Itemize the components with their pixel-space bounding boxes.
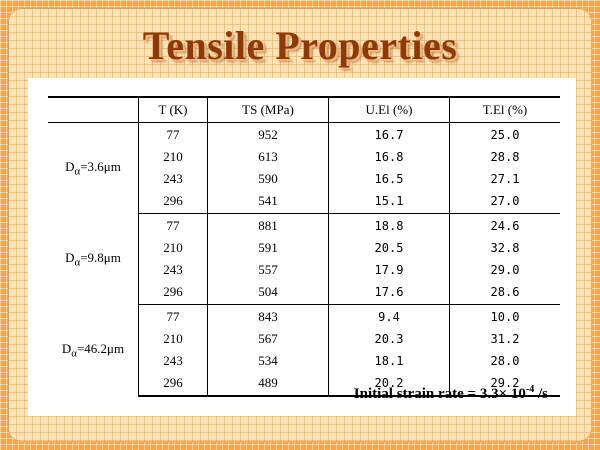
note-text: Initial strain rate = 3.3× 10 [354, 386, 526, 402]
label-prefix: D [65, 250, 74, 265]
table-row: Dα=3.6μm 77 952 16.7 25.0 [48, 123, 560, 147]
cell-temperature: 210 [139, 328, 208, 350]
header-uniform-elongation: U.El (%) [329, 97, 450, 123]
cell-temperature: 243 [139, 259, 208, 281]
cell-total-elongation: 24.6 [450, 214, 561, 238]
cell-temperature: 77 [139, 305, 208, 329]
header-total-elongation: T.El (%) [450, 97, 561, 123]
cell-uniform-elongation: 17.6 [329, 281, 450, 305]
cell-total-elongation: 28.0 [450, 350, 561, 372]
cell-uniform-elongation: 17.9 [329, 259, 450, 281]
cell-tensile-strength: 952 [208, 123, 329, 147]
cell-uniform-elongation: 20.3 [329, 328, 450, 350]
cell-temperature: 210 [139, 146, 208, 168]
cell-tensile-strength: 881 [208, 214, 329, 238]
note-unit: /s [534, 386, 548, 402]
cell-uniform-elongation: 16.5 [329, 168, 450, 190]
grain-size-label: Dα=3.6μm [48, 123, 139, 214]
cell-uniform-elongation: 16.7 [329, 123, 450, 147]
cell-uniform-elongation: 18.1 [329, 350, 450, 372]
table-row: Dα=9.8μm 77 881 18.8 24.6 [48, 214, 560, 238]
cell-total-elongation: 28.6 [450, 281, 561, 305]
cell-tensile-strength: 567 [208, 328, 329, 350]
cell-uniform-elongation: 16.8 [329, 146, 450, 168]
cell-temperature: 243 [139, 350, 208, 372]
grain-size-label: Dα=46.2μm [48, 305, 139, 397]
cell-uniform-elongation: 18.8 [329, 214, 450, 238]
cell-total-elongation: 29.0 [450, 259, 561, 281]
table-header-row: T (K) TS (MPa) U.El (%) T.El (%) [48, 97, 560, 123]
cell-tensile-strength: 613 [208, 146, 329, 168]
cell-uniform-elongation: 9.4 [329, 305, 450, 329]
label-prefix: D [65, 159, 74, 174]
table-row: Dα=46.2μm 77 843 9.4 10.0 [48, 305, 560, 329]
cell-tensile-strength: 489 [208, 372, 329, 396]
cell-total-elongation: 32.8 [450, 237, 561, 259]
cell-tensile-strength: 591 [208, 237, 329, 259]
cell-tensile-strength: 541 [208, 190, 329, 214]
label-value: =46.2μm [77, 341, 124, 356]
cell-temperature: 77 [139, 123, 208, 147]
cell-tensile-strength: 534 [208, 350, 329, 372]
cell-tensile-strength: 504 [208, 281, 329, 305]
label-value: =9.8μm [80, 250, 121, 265]
cell-total-elongation: 10.0 [450, 305, 561, 329]
cell-uniform-elongation: 20.5 [329, 237, 450, 259]
cell-total-elongation: 28.8 [450, 146, 561, 168]
cell-total-elongation: 27.0 [450, 190, 561, 214]
cell-temperature: 296 [139, 190, 208, 214]
cell-total-elongation: 25.0 [450, 123, 561, 147]
cell-temperature: 296 [139, 372, 208, 396]
cell-total-elongation: 27.1 [450, 168, 561, 190]
header-tensile-strength: TS (MPa) [208, 97, 329, 123]
tensile-properties-table: T (K) TS (MPa) U.El (%) T.El (%) Dα=3.6μ… [48, 96, 560, 397]
strain-rate-note: Initial strain rate = 3.3× 10-4 /s [354, 384, 548, 403]
cell-temperature: 77 [139, 214, 208, 238]
cell-uniform-elongation: 15.1 [329, 190, 450, 214]
cell-tensile-strength: 557 [208, 259, 329, 281]
cell-temperature: 296 [139, 281, 208, 305]
header-temperature: T (K) [139, 97, 208, 123]
label-prefix: D [62, 341, 71, 356]
cell-tensile-strength: 843 [208, 305, 329, 329]
slide-title: Tensile Properties [0, 22, 600, 69]
header-group [48, 97, 139, 123]
table-panel: T (K) TS (MPa) U.El (%) T.El (%) Dα=3.6μ… [28, 78, 576, 416]
cell-temperature: 210 [139, 237, 208, 259]
grain-size-label: Dα=9.8μm [48, 214, 139, 305]
label-value: =3.6μm [80, 159, 121, 174]
cell-temperature: 243 [139, 168, 208, 190]
note-exponent: -4 [526, 384, 534, 395]
cell-total-elongation: 31.2 [450, 328, 561, 350]
cell-tensile-strength: 590 [208, 168, 329, 190]
